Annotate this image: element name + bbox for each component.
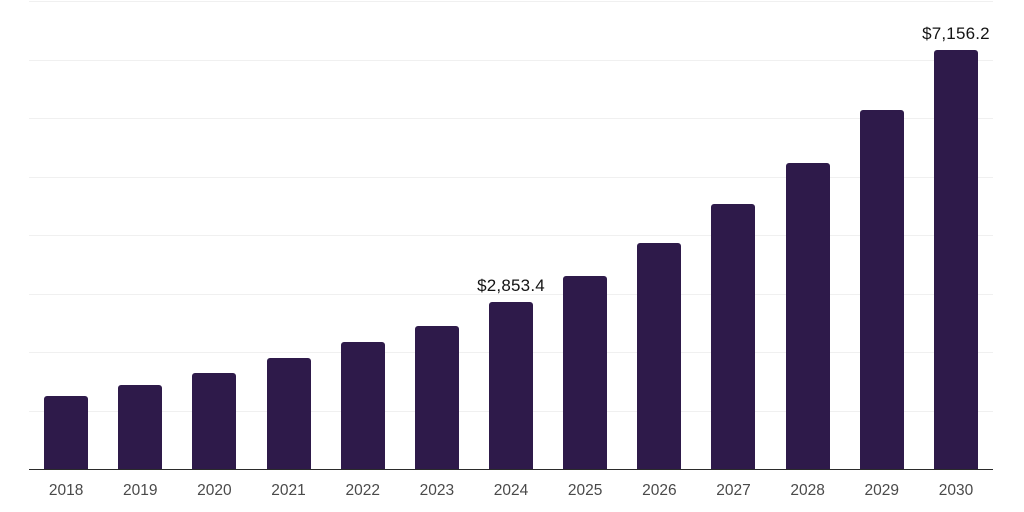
x-tick-2021: 2021 — [271, 482, 306, 499]
data-label-2030: $7,156.2 — [922, 24, 990, 44]
x-tick-2020: 2020 — [197, 482, 232, 499]
x-tick-2018: 2018 — [48, 482, 84, 499]
bar-slot — [29, 1, 103, 469]
bar-2020 — [192, 373, 237, 469]
bar-slot — [400, 1, 474, 469]
x-tick-2025: 2025 — [567, 482, 603, 499]
bar-slot — [103, 1, 177, 469]
bar-2025 — [563, 275, 608, 469]
x-tick-2024: 2024 — [493, 482, 529, 499]
bar-2023 — [414, 325, 459, 469]
bar-2022 — [340, 342, 385, 469]
x-tick-2027: 2027 — [716, 482, 751, 499]
bar-2024: $2,853.4 — [477, 276, 545, 469]
bar-2030: $7,156.2 — [922, 24, 990, 469]
bar-slot — [548, 1, 622, 469]
x-tick-2023: 2023 — [419, 482, 455, 499]
bar-2027 — [711, 204, 756, 469]
bars-layer: $2,853.4 $7,156.2 — [29, 1, 993, 469]
bar-slot — [251, 1, 325, 469]
bar-2028 — [785, 162, 830, 469]
x-tick-2019: 2019 — [122, 482, 158, 499]
bar-2021 — [266, 358, 311, 469]
x-tick-2022: 2022 — [345, 482, 380, 499]
x-tick-2029: 2029 — [864, 482, 900, 499]
bar-slot — [177, 1, 251, 469]
bar-2026 — [637, 242, 682, 469]
x-tick-2028: 2028 — [790, 482, 825, 499]
bar-slot: $2,853.4 — [474, 1, 548, 469]
bar-slot — [622, 1, 696, 469]
bar-slot: $7,156.2 — [919, 1, 993, 469]
bar-2018 — [44, 396, 89, 469]
x-tick-2030: 2030 — [938, 482, 974, 499]
bar-slot — [845, 1, 919, 469]
plot-area: $2,853.4 $7,156.2 — [29, 1, 993, 470]
x-axis-labels: 2018 2019 2020 2021 2022 2023 2024 2025 2026 2027… — [29, 482, 993, 500]
bar-slot — [696, 1, 770, 469]
bar-2029 — [859, 109, 904, 469]
bar-slot — [771, 1, 845, 469]
data-label-2024: $2,853.4 — [477, 276, 545, 296]
bar-2019 — [118, 385, 163, 469]
x-tick-2026: 2026 — [642, 482, 677, 499]
bar-slot — [326, 1, 400, 469]
